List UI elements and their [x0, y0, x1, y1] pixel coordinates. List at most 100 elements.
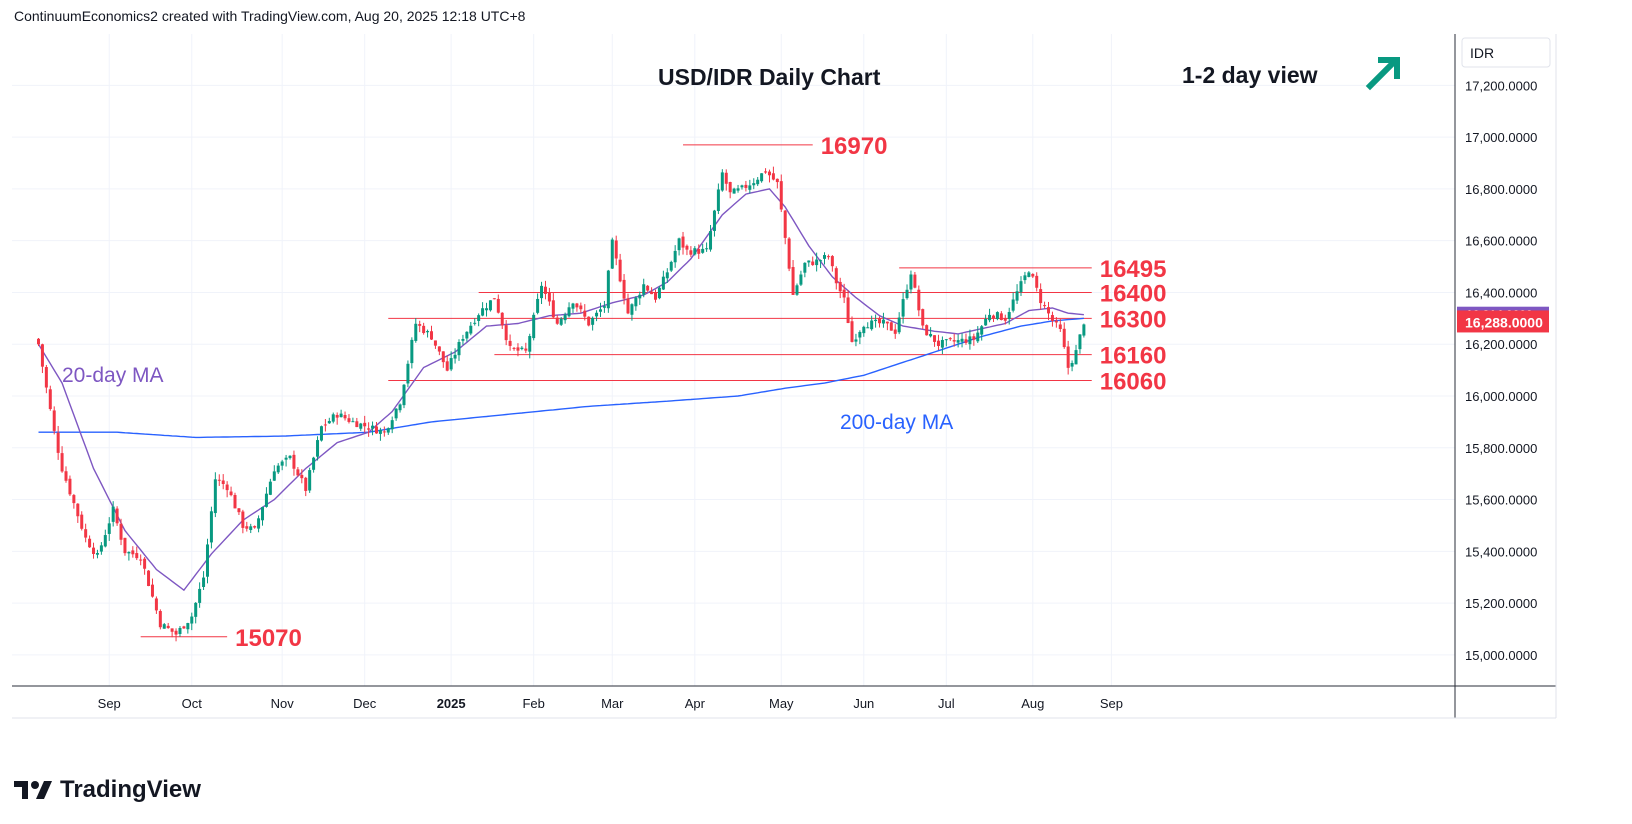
- tradingview-logo[interactable]: TradingView: [14, 776, 201, 804]
- candle-up: [386, 428, 390, 433]
- candle-down: [622, 279, 626, 299]
- candle-down: [779, 181, 783, 210]
- candle-up: [595, 312, 599, 317]
- candle-down: [846, 297, 850, 324]
- candle-up: [642, 284, 646, 295]
- candle-up: [988, 314, 992, 321]
- candle-down: [1062, 328, 1066, 348]
- candle-up: [995, 312, 999, 320]
- candle-down: [579, 305, 583, 310]
- candle-up: [268, 481, 272, 495]
- candle-up: [465, 331, 469, 339]
- candle-up: [815, 259, 819, 266]
- candle-down: [158, 611, 162, 628]
- candle-down: [237, 508, 241, 513]
- candle-up: [485, 308, 489, 311]
- candle-up: [257, 518, 261, 529]
- tradingview-logo-icon: [14, 781, 52, 799]
- candle-down: [972, 336, 976, 340]
- candle-up: [449, 358, 453, 370]
- ma-200-line: [38, 317, 1084, 439]
- last-price-label: 16,288.0000: [1465, 314, 1543, 330]
- x-tick-label: Jul: [938, 696, 955, 711]
- candle-down: [830, 256, 834, 267]
- level-label-16160: 16160: [1100, 343, 1167, 370]
- y-tick-label: 15,600.0000: [1465, 493, 1537, 508]
- candle-down: [516, 347, 520, 351]
- candle-down: [44, 367, 48, 388]
- candle-up: [940, 339, 944, 348]
- candle-down: [300, 474, 304, 479]
- ma-20-line: [37, 188, 1084, 592]
- candle-down: [728, 182, 732, 193]
- candle-up: [673, 250, 677, 263]
- x-tick-label: Mar: [601, 696, 624, 711]
- candle-up: [1074, 350, 1078, 365]
- candle-up: [854, 339, 858, 342]
- candle-down: [292, 454, 296, 469]
- candle-up: [610, 239, 614, 269]
- candle-down: [150, 584, 154, 597]
- candle-up: [107, 523, 111, 534]
- candle-up: [198, 588, 202, 603]
- candle-down: [433, 340, 437, 346]
- candle-down: [68, 478, 72, 495]
- candle-up: [312, 457, 316, 470]
- candle-down: [323, 424, 327, 426]
- candle-down: [925, 325, 929, 336]
- candle-up: [1019, 281, 1023, 292]
- candle-down: [115, 508, 119, 524]
- candle-down: [48, 389, 52, 410]
- candle-up: [1007, 312, 1011, 319]
- y-tick-label: 16,000.0000: [1465, 389, 1537, 404]
- candle-up: [426, 331, 430, 333]
- x-tick-label: Apr: [685, 696, 706, 711]
- candle-down: [775, 178, 779, 183]
- candle-up: [327, 420, 331, 424]
- candlestick-chart[interactable]: 17,200.0000 17,000.0000 16,800.0000 16,600.…: [0, 0, 1632, 770]
- candle-up: [901, 299, 905, 317]
- candle-down: [744, 184, 748, 188]
- candle-down: [767, 171, 771, 176]
- candle-up: [870, 320, 874, 330]
- candle-up: [378, 429, 382, 434]
- candle-down: [697, 249, 701, 254]
- candle-down: [850, 321, 854, 342]
- candle-up: [716, 189, 720, 211]
- candle-down: [618, 259, 622, 282]
- candle-up: [414, 323, 418, 341]
- arrow-up-right-icon: [1365, 57, 1400, 91]
- candle-up: [606, 270, 610, 309]
- y-tick-label: 15,000.0000: [1465, 648, 1537, 663]
- candle-down: [508, 340, 512, 346]
- candle-up: [862, 326, 866, 334]
- candle-up: [532, 314, 536, 339]
- candle-up: [194, 602, 198, 617]
- candle-up: [276, 465, 280, 473]
- candle-down: [80, 514, 84, 529]
- y-tick-label: 16,200.0000: [1465, 337, 1537, 352]
- candle-down: [547, 292, 551, 302]
- candle-up: [874, 319, 878, 322]
- candle-up: [866, 327, 870, 329]
- candle-up: [481, 308, 485, 316]
- candle-down: [374, 426, 378, 434]
- candle-up: [331, 414, 335, 422]
- y-tick-label: 16,800.0000: [1465, 182, 1537, 197]
- candle-up: [1023, 275, 1027, 281]
- candle-up: [823, 255, 826, 259]
- candle-up: [190, 616, 194, 624]
- candle-up: [661, 276, 665, 290]
- candle-up: [756, 179, 760, 185]
- candle-down: [764, 171, 768, 173]
- candle-down: [56, 432, 60, 453]
- candle-up: [976, 332, 980, 342]
- candle-down: [174, 630, 178, 635]
- candle-down: [154, 598, 158, 611]
- candle-up: [591, 317, 595, 325]
- annotation-200-day-ma: 200-day MA: [840, 411, 953, 434]
- level-label-16970: 16970: [821, 133, 888, 160]
- candle-down: [76, 503, 80, 517]
- candle-up: [665, 272, 669, 279]
- candle-up: [319, 426, 323, 441]
